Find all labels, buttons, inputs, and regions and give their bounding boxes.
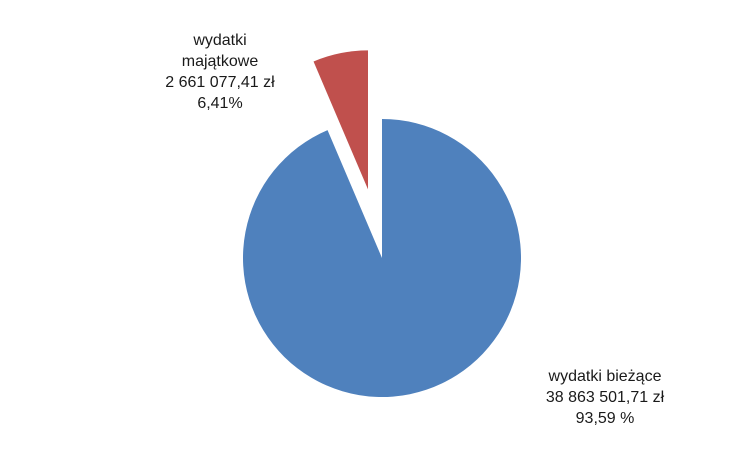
label-current-value: 38 863 501,71 zł — [545, 389, 665, 406]
pie-slice-0 — [243, 119, 522, 397]
label-capital-percent: 6,41% — [197, 95, 243, 112]
label-capital-name-line1: wydatki — [193, 32, 247, 49]
data-label-current-expenses: wydatki bieżące 38 863 501,71 zł 93,59 % — [505, 366, 705, 429]
pie-slice-1 — [313, 50, 369, 190]
label-capital-value: 2 661 077,41 zł — [165, 74, 275, 91]
pie-slices — [243, 50, 522, 397]
label-current-name: wydatki bieżące — [548, 368, 662, 385]
label-capital-name-line2: majątkowe — [181, 53, 259, 70]
data-label-capital-expenses: wydatki majątkowe 2 661 077,41 zł 6,41% — [135, 30, 305, 114]
label-current-percent: 93,59 % — [575, 410, 635, 427]
